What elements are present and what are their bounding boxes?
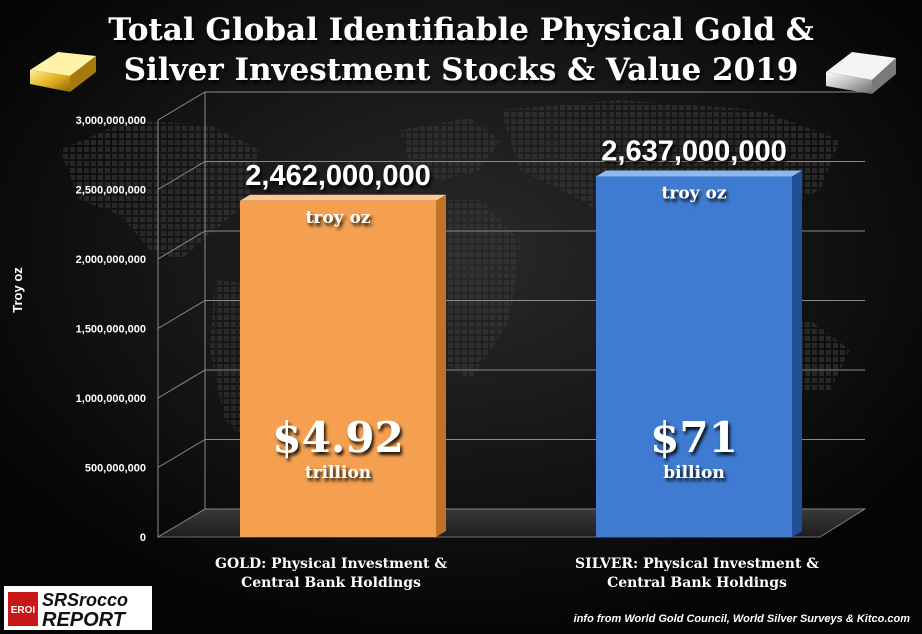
y-tick-label: 2,500,000,000: [76, 185, 146, 197]
bar-money-unit: trillion: [305, 463, 371, 483]
y-tick-label: 1,500,000,000: [76, 324, 146, 336]
logo-line2: REPORT: [42, 609, 127, 631]
y-tick-label: 2,000,000,000: [76, 254, 146, 266]
bar-unit-label: troy oz: [306, 208, 371, 228]
category-label-silver-line2: Central Bank Holdings: [607, 575, 787, 591]
y-tick-label: 0: [140, 532, 146, 544]
y-tick-label: 500,000,000: [85, 463, 146, 475]
y-tick-label: 1,000,000,000: [76, 393, 146, 405]
logo-line1: SRSrocco: [42, 590, 128, 610]
gold-bar-icon: [30, 52, 96, 92]
bar-money-unit: billion: [663, 463, 724, 483]
bar-value-label: 2,637,000,000: [601, 135, 786, 167]
bar-front-face: [596, 176, 792, 537]
bar-side-face: [436, 194, 446, 538]
silver-bar-icon: [826, 52, 896, 94]
bar-money-label: $71: [650, 413, 738, 462]
x-axis-categories: GOLD: Physical Investment & Central Bank…: [215, 556, 819, 591]
bar-top-face: [240, 194, 446, 201]
logo-badge-text: EROI: [11, 605, 36, 616]
bar-top-face: [596, 170, 802, 177]
bar-money-label: $4.92: [272, 413, 404, 462]
source-note: info from World Gold Council, World Silv…: [574, 613, 911, 625]
bars: [240, 170, 802, 538]
srsrocco-report-logo: EROI SRSrocco REPORT: [4, 586, 152, 631]
y-axis-ticks: 0 500,000,000 1,000,000,000 1,500,000,000 2,…: [76, 115, 146, 544]
category-label-silver-line1: SILVER: Physical Investment &: [575, 556, 819, 572]
chart-title-line2: Silver Investment Stocks & Value 2019: [124, 52, 799, 88]
bar-value-label: 2,462,000,000: [245, 160, 430, 192]
bar-front-face: [240, 200, 436, 538]
bar-unit-label: troy oz: [662, 183, 727, 203]
y-tick-label: 3,000,000,000: [76, 115, 146, 127]
y-axis-label: Troy oz: [10, 267, 25, 313]
logo-badge: [8, 592, 38, 626]
category-label-gold-line1: GOLD: Physical Investment &: [215, 556, 447, 572]
category-label-gold-line2: Central Bank Holdings: [241, 575, 421, 591]
bar-side-face: [792, 170, 802, 537]
chart-title-line1: Total Global Identifiable Physical Gold …: [108, 12, 814, 48]
